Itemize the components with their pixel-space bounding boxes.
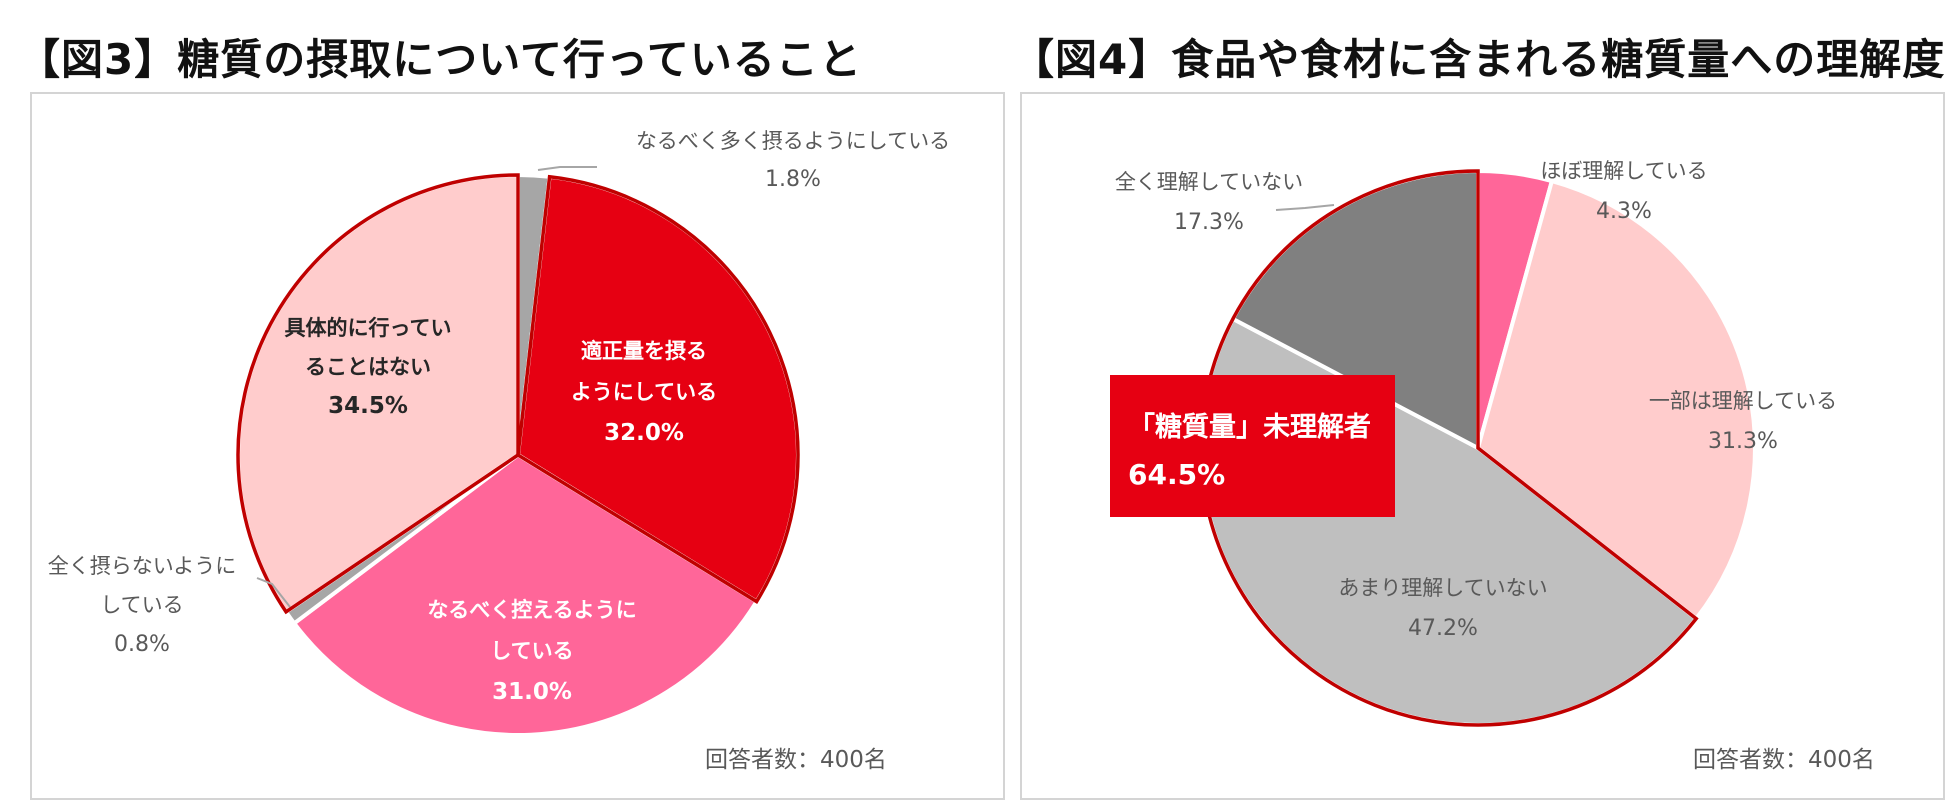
pie3-slice-3-value-label: 31.0% [492,679,572,705]
pie3-slice-3 [291,452,760,737]
pie4-slice-2-label-group: 一部は理解している [1649,389,1837,413]
pie3-slice-4-label-line-2: している [100,593,183,617]
pie4-slice-3-label-line-1: あまり理解していない [1338,576,1547,600]
pie4-slice-1-label-line-1: ほぼ理解している [1540,159,1707,183]
pie4-slice-4-value-label: 17.3% [1174,210,1244,235]
pie3-slice-2-label-line-2: ようにしている [571,380,717,404]
pie3-slice-1-leader-line [537,166,597,171]
pie3-slice-4-value-label: 0.8% [114,632,170,657]
pie3-slice-4-leader-line [256,577,291,608]
pie3-slice-2-label-line-1: 適正量を摂る [581,339,707,363]
pie3-slice-5-value-label: 34.5% [328,393,408,419]
pie3-slice-1-label-line-1: なるべく多く摂るようにしている [636,129,950,153]
pie3-slice-5-label-line-2: ることはない [305,355,431,379]
figure4-title: 【図4】食品や食材に含まれる糖質量への理解度 [1012,35,1946,84]
pie4-slice-4-label-group: 全く理解していない [1115,170,1303,194]
pie3-slice-4-label-line-1: 全く摂らないように [48,554,237,578]
pie3-slice-3-label-line-2: している [490,639,573,663]
pie3-slice-1-value-label: 1.8% [765,167,821,192]
unaware-callout: 「糖質量」未理解者 64.5% [1110,375,1395,517]
pie3-slice-2-value-label: 32.0% [604,420,684,446]
pie4-slice-4-label-line-1: 全く理解していない [1115,170,1303,194]
pie3-slice-5-label-line-1: 具体的に行ってい [285,316,452,340]
pie3-slice-3-label-line-1: なるべく控えるように [427,598,636,622]
pie4-slice-2 [1475,178,1757,622]
pie4-slice-4-leader-line [1275,204,1335,211]
pie4-outline-1 [1199,169,1699,727]
pie4-slice-2-label-line-1: 一部は理解している [1649,389,1837,413]
pie4-slice-3-value-label: 47.2% [1408,616,1478,641]
pie3-outline-1 [516,174,800,604]
pie4-slice-3-label-group: あまり理解していない [1338,576,1547,600]
pie4-slice-1-label-group: ほぼ理解している [1540,159,1707,183]
pie4-slice-2-value-label: 31.3% [1708,429,1778,454]
pie3-outline-2 [236,173,520,615]
figure4-respondents-note: 回答者数：400名 [1693,747,1875,773]
pie4-slice-1-value-label: 4.3% [1596,199,1652,224]
callout-value: 64.5% [1128,458,1226,491]
callout-label: 「糖質量」未理解者 [1128,412,1371,443]
figure3-respondents-note: 回答者数：400名 [705,747,887,773]
pie3-slice-1-label-group: なるべく多く摂るようにしている [636,129,950,153]
figure3-title: 【図3】糖質の摂取について行っていること [18,35,862,84]
